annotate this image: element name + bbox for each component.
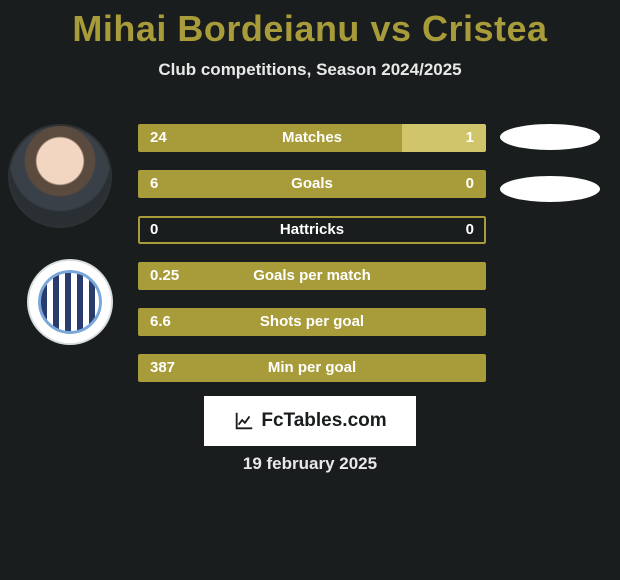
player2-avatar-blanks [500,124,600,228]
stat-bar-empty [138,216,486,244]
player1-avatar [8,124,112,228]
stat-value-left: 24 [150,124,167,152]
page-title: Mihai Bordeianu vs Cristea [0,0,620,50]
club-badge [27,259,113,345]
club-badge-inner [38,270,102,334]
blank-oval [500,176,600,202]
stat-bar-left [138,262,486,290]
stat-value-right: 1 [466,124,474,152]
stat-row: 387Min per goal [138,354,486,382]
stat-value-left: 6.6 [150,308,171,336]
stat-row: 241Matches [138,124,486,152]
player1-name: Mihai Bordeianu [72,8,360,49]
stat-bar-left [138,308,486,336]
stat-row: 00Hattricks [138,216,486,244]
stat-row: 60Goals [138,170,486,198]
stat-value-right: 0 [466,216,474,244]
stat-row: 0.25Goals per match [138,262,486,290]
date-text: 19 february 2025 [0,454,620,474]
stat-value-right: 0 [466,170,474,198]
player2-name: Cristea [422,8,548,49]
chart-icon [233,410,255,432]
vs-text: vs [370,8,411,49]
stat-value-left: 6 [150,170,158,198]
blank-oval [500,124,600,150]
stat-value-left: 0.25 [150,262,179,290]
stat-bar-left [138,124,402,152]
subtitle: Club competitions, Season 2024/2025 [0,60,620,80]
brand-box: FcTables.com [204,396,416,446]
brand-text: FcTables.com [261,410,386,432]
stats-chart: 241Matches60Goals00Hattricks0.25Goals pe… [138,124,486,400]
stat-bar-left [138,354,486,382]
stat-row: 6.6Shots per goal [138,308,486,336]
stat-value-left: 0 [150,216,158,244]
stat-value-left: 387 [150,354,175,382]
stat-bar-left [138,170,486,198]
